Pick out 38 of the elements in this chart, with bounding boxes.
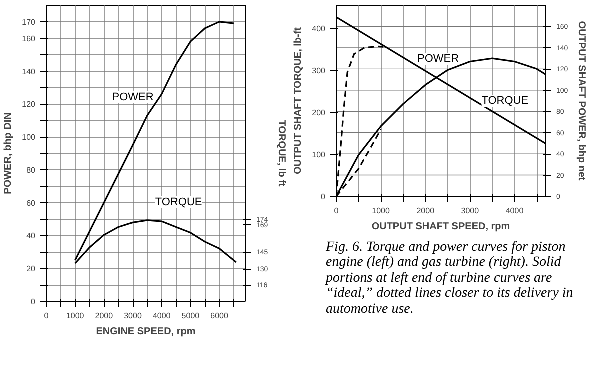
y2-axis-title: TORQUE, lb ft — [276, 120, 288, 188]
x-axis-title: ENGINE SPEED, rpm — [96, 326, 196, 338]
x-tick-label: 2000 — [416, 206, 436, 216]
y-tick-label: 300 — [312, 66, 326, 76]
caption: Fig. 6. Torque and power curves for piston engine (left) and gas turbine (right). Solid portions at left end of turbine curves are “ideal,” dotted lines closer to its delivery in automotive use. — [326, 240, 574, 317]
x-tick-label: 1000 — [66, 312, 85, 320]
x-tick-label: 3000 — [124, 312, 142, 320]
y-tick-label: 170 — [22, 18, 36, 27]
y-tick-label: 100 — [22, 133, 36, 142]
y-tick-label: 60 — [26, 198, 36, 208]
x-tick-label: 2000 — [95, 312, 114, 320]
x-tick-label: 5000 — [182, 312, 200, 320]
y-tick-label: 200 — [312, 108, 326, 118]
x-tick-label: 6000 — [210, 312, 229, 320]
y-tick-label: 80 — [26, 166, 36, 175]
x-axis-title: OUTPUT SHAFT SPEED, rpm — [372, 222, 510, 232]
y-axis-title: POWER, bhp DIN — [3, 112, 14, 194]
y-tick-label: 0 — [321, 192, 326, 202]
x-tick-label: 4000 — [506, 206, 524, 216]
x-tick-label: 1000 — [372, 206, 391, 216]
y2-axis-title: OUTPUT SHAFT POWER, bhp net — [576, 21, 588, 182]
y-tick-label: 100 — [312, 150, 326, 160]
x-tick-label: 0 — [334, 206, 340, 216]
y-tick-label: 400 — [312, 24, 326, 34]
y-axis-title: OUTPUT SHAFT TORQUE, lb-ft — [293, 26, 304, 175]
x-tick-label: 3000 — [461, 206, 480, 216]
series-label: POWER — [418, 52, 460, 65]
series-label: TORQUE — [155, 196, 202, 208]
y-tick-label: 160 — [22, 34, 36, 44]
series-label: TORQUE — [482, 95, 529, 107]
series-label: POWER — [112, 91, 154, 104]
y-tick-label: 20 — [26, 264, 36, 274]
y-tick-label: 40 — [26, 232, 36, 241]
y-tick-label: 0 — [31, 298, 36, 306]
y-tick-label: 120 — [22, 100, 36, 110]
x-tick-label: 0 — [44, 312, 50, 320]
x-tick-label: 4000 — [152, 312, 172, 320]
y-tick-label: 140 — [22, 67, 36, 76]
